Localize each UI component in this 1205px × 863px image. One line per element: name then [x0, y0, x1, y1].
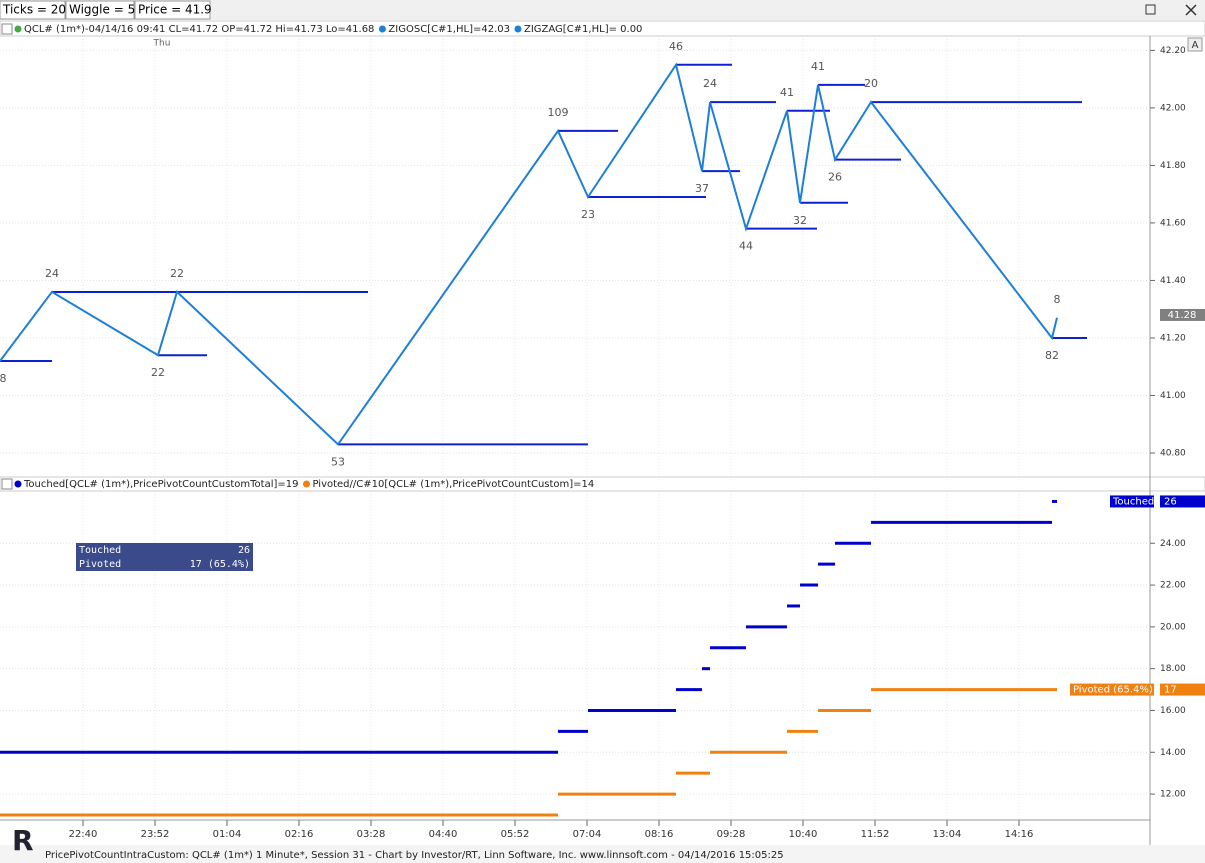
day-label: Thu [153, 39, 171, 49]
scale-button-label: A [1192, 40, 1199, 51]
value-marker-label: 17 [1164, 685, 1177, 696]
pivot-count: 23 [581, 208, 595, 221]
value-marker-label: 26 [1164, 496, 1177, 507]
pivot-count: 46 [669, 40, 683, 53]
panel-close [1, 23, 13, 35]
lower-header [0, 476, 1205, 492]
footer-bar [0, 845, 1205, 863]
x-tick-label: 03:28 [357, 829, 386, 840]
pivot-count: 26 [828, 171, 842, 184]
toolbar-box [134, 0, 211, 20]
info-value: 17 (65.4%) [190, 559, 250, 570]
legend-dot [514, 25, 522, 33]
x-tick-label: 05:52 [501, 829, 530, 840]
y-tick-label: 16.00 [1160, 706, 1186, 716]
x-tick-label: 08:16 [645, 829, 674, 840]
logo: R [12, 824, 34, 857]
y-tick-label: 42.20 [1160, 46, 1186, 56]
marker-tag [1070, 683, 1154, 696]
price-marker-box [1160, 308, 1205, 321]
info-label: Touched [79, 545, 121, 556]
y-tick-label: 41.00 [1160, 391, 1186, 401]
value-marker [1160, 495, 1205, 508]
price-marker-label: 41.28 [1168, 310, 1197, 321]
pivot-count: 109 [548, 106, 569, 119]
pivot-count: 44 [739, 240, 753, 253]
toolbar-box [65, 0, 135, 20]
y-tick-label: 42.00 [1160, 103, 1186, 113]
info-value: 26 [238, 545, 250, 556]
y-tick-label: 41.20 [1160, 333, 1186, 343]
pivot-count: 41 [780, 86, 794, 99]
y-tick-label: 24.00 [1160, 539, 1186, 549]
legend-text: ZIGZAG[C#1,HL]= 0.00 [524, 24, 642, 35]
legend-dot [378, 25, 386, 33]
restore-button[interactable] [1145, 4, 1156, 15]
y-tick-label: 14.00 [1160, 748, 1186, 758]
toolbar-price[interactable]: Price = 41.9 [138, 3, 212, 17]
toolbar [0, 0, 1205, 20]
scale-button[interactable] [1187, 37, 1203, 52]
toolbar-box [0, 0, 66, 20]
x-tick-label: 07:04 [573, 829, 602, 840]
pivot-count: 8 [0, 372, 7, 385]
pivot-count: 32 [793, 214, 807, 227]
y-tick-label: 12.00 [1160, 790, 1186, 800]
x-tick-label: 11:52 [861, 829, 890, 840]
pivot-count: 41 [811, 60, 825, 73]
pivot-count: 53 [331, 455, 345, 468]
y-tick-label: 40.80 [1160, 448, 1186, 458]
y-tick-label: 22.00 [1160, 581, 1186, 591]
legend-dot [302, 480, 310, 488]
pivot-count: 22 [151, 366, 165, 379]
x-tick-label: 02:16 [285, 829, 314, 840]
x-tick-label: 10:40 [789, 829, 818, 840]
legend-text: Pivoted//C#10[QCL# (1m*),PricePivotCount… [312, 479, 594, 490]
x-tick-label: 09:28 [717, 829, 746, 840]
upper-header [0, 20, 1205, 37]
value-marker [1160, 683, 1205, 696]
marker-tag-label: Pivoted (65.4%) [1073, 685, 1153, 696]
toolbar-wiggle[interactable]: Wiggle = 5 [69, 3, 135, 17]
footer: PricePivotCountIntraCustom: QCL# (1m*) 1… [45, 850, 784, 861]
pivot-count: 37 [695, 182, 709, 195]
legend-text: ZIGOSC[C#1,HL]=42.03 [388, 24, 510, 35]
close-button[interactable] [1185, 4, 1197, 16]
x-tick-label: 01:04 [213, 829, 242, 840]
toolbar-ticks[interactable]: Ticks = 20 [2, 3, 66, 17]
info-box [76, 543, 253, 571]
x-tick-label: 04:40 [429, 829, 458, 840]
legend-text: QCL# (1m*)-04/14/16 09:41 CL=41.72 OP=41… [24, 24, 374, 35]
zigzag-line [0, 62, 1058, 446]
y-tick-label: 18.00 [1160, 664, 1186, 674]
pivot-count: 24 [45, 267, 59, 280]
pivot-count: 82 [1045, 349, 1059, 362]
pivot-count: 20 [864, 77, 878, 90]
y-tick-label: 41.60 [1160, 218, 1186, 228]
panel-close [1, 478, 13, 490]
pivot-count: 8 [1054, 293, 1061, 306]
pivot-count: 24 [703, 77, 717, 90]
legend-text: Touched[QCL# (1m*),PricePivotCountCustom… [23, 479, 298, 490]
legend-dot [14, 25, 22, 33]
x-tick-label: 14:16 [1005, 829, 1034, 840]
y-tick-label: 41.40 [1160, 276, 1186, 286]
x-tick-label: 23:52 [141, 829, 170, 840]
info-label: Pivoted [79, 559, 121, 570]
marker-tag [1110, 495, 1154, 508]
marker-tag-label: Touched [1112, 496, 1154, 507]
y-tick-label: 41.80 [1160, 161, 1186, 171]
pivot-count: 22 [170, 267, 184, 280]
legend-dot [14, 480, 22, 488]
x-tick-label: 13:04 [933, 829, 962, 840]
x-tick-label: 22:40 [69, 829, 98, 840]
y-tick-label: 20.00 [1160, 622, 1186, 632]
